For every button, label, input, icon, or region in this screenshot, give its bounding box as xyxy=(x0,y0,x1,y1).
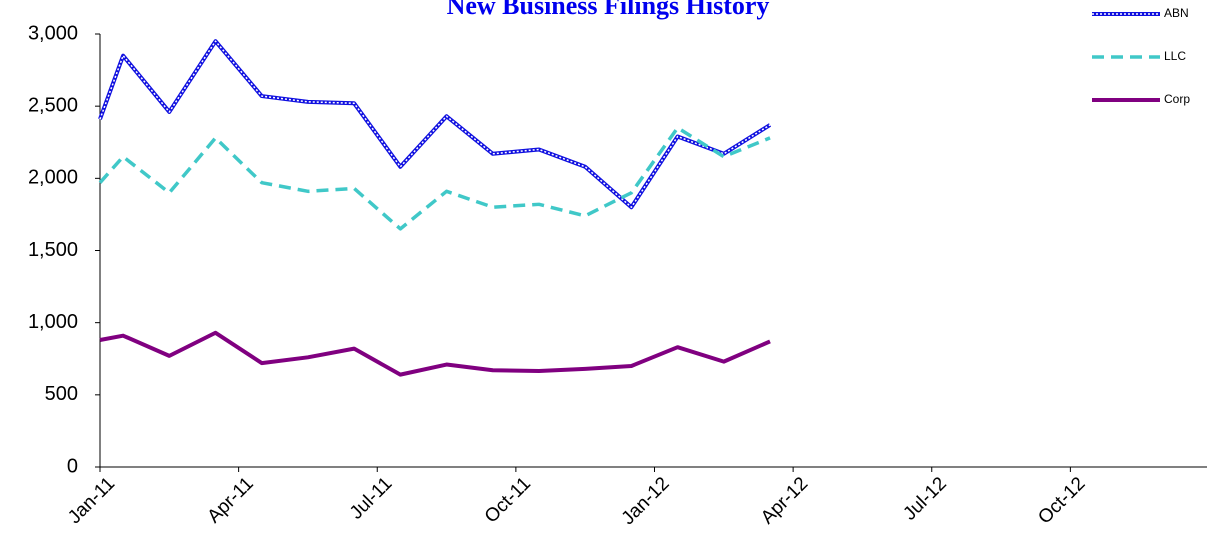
x-tick-label: Jul-12 xyxy=(899,473,950,524)
x-tick-label: Oct-12 xyxy=(1034,473,1089,528)
legend-label: ABN xyxy=(1164,6,1189,20)
x-tick-label: Apr-11 xyxy=(204,473,258,527)
series-line xyxy=(98,126,771,231)
x-tick-label: Oct-11 xyxy=(481,473,535,527)
x-tick-label: Jan-11 xyxy=(64,473,119,528)
y-tick-label: 0 xyxy=(67,455,78,477)
chart-title: New Business Filings History xyxy=(447,0,770,20)
y-tick-label: 1,000 xyxy=(28,311,78,333)
y-tick-label: 2,500 xyxy=(28,94,78,116)
legend-label: Corp xyxy=(1164,92,1190,106)
series-line xyxy=(98,39,772,210)
y-tick-label: 1,500 xyxy=(28,239,78,261)
x-tick-label: Jan-12 xyxy=(618,473,674,529)
x-tick-label: Jul-11 xyxy=(346,473,396,523)
y-tick-label: 500 xyxy=(45,383,78,405)
x-tick-label: Apr-12 xyxy=(757,473,812,528)
y-tick-label: 3,000 xyxy=(28,22,78,44)
legend-label: LLC xyxy=(1164,49,1186,63)
y-tick-label: 2,000 xyxy=(28,167,78,189)
series-line xyxy=(99,330,771,377)
